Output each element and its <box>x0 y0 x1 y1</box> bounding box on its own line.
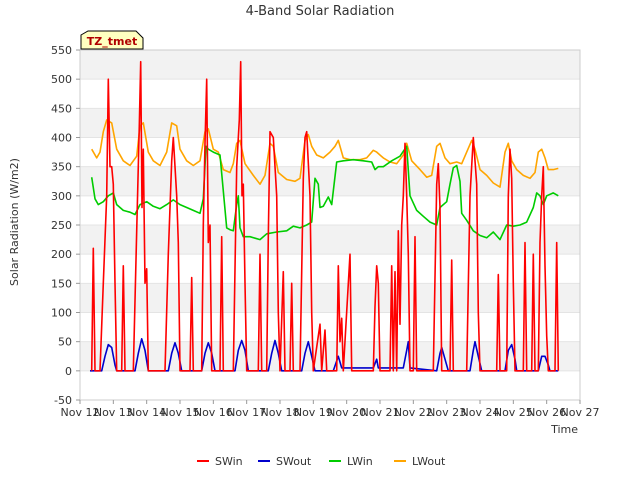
series-line-lwout <box>91 119 559 188</box>
y-tick-label: 400 <box>51 132 72 145</box>
x-axis-label: Time <box>550 423 578 436</box>
badge: TZ_tmet <box>80 30 144 50</box>
x-tick-label: Nov 25 <box>494 406 533 419</box>
x-tick-label: Nov 16 <box>194 406 233 419</box>
x-tick-label: Nov 21 <box>361 406 400 419</box>
y-axis-ticks: -50 0 50 100 150 200 250 300 350 400 450 500 550 <box>51 44 80 407</box>
x-tick-label: Nov 12 <box>61 406 100 419</box>
series-line-swin <box>90 60 560 372</box>
legend-label-swin: SWin <box>215 455 243 468</box>
x-tick-label: Nov 14 <box>127 406 166 419</box>
y-tick-label: 50 <box>58 336 72 349</box>
y-axis-label: Solar Radiation (W/m2) <box>8 158 21 286</box>
chart-title: 4-Band Solar Radiation <box>246 4 395 19</box>
y-tick-label: 550 <box>51 44 72 57</box>
series-layer <box>90 60 560 372</box>
x-tick-label: Nov 20 <box>327 406 366 419</box>
x-tick-label: Nov 26 <box>527 406 566 419</box>
y-tick-label: 350 <box>51 161 72 174</box>
grid-band <box>80 225 580 255</box>
x-tick-label: Nov 13 <box>94 406 133 419</box>
y-tick-label: 0 <box>65 365 72 378</box>
y-tick-label: -50 <box>54 394 72 407</box>
x-tick-label: Nov 17 <box>227 406 266 419</box>
badge-box <box>80 30 144 50</box>
x-tick-label: Nov 27 <box>561 406 600 419</box>
x-tick-label: Nov 19 <box>294 406 333 419</box>
x-tick-label: Nov 15 <box>161 406 200 419</box>
grid-band <box>80 50 580 80</box>
y-tick-label: 100 <box>51 307 72 320</box>
legend-label-swout: SWout <box>276 455 312 468</box>
y-tick-label: 500 <box>51 73 72 86</box>
badge-label: TZ_tmet <box>87 35 137 48</box>
grid-band <box>80 108 580 138</box>
grid-band <box>80 283 580 313</box>
x-tick-label: Nov 23 <box>427 406 466 419</box>
y-tick-label: 150 <box>51 277 72 290</box>
y-tick-label: 300 <box>51 190 72 203</box>
legend: SWin SWout LWin LWout <box>197 455 446 468</box>
legend-label-lwin: LWin <box>347 455 373 468</box>
y-tick-label: 200 <box>51 248 72 261</box>
legend-label-lwout: LWout <box>412 455 446 468</box>
y-tick-label: 450 <box>51 102 72 115</box>
x-tick-label: Nov 24 <box>461 406 500 419</box>
x-tick-label: Nov 22 <box>394 406 433 419</box>
x-tick-label: Nov 18 <box>261 406 300 419</box>
y-tick-label: 250 <box>51 219 72 232</box>
grid-band <box>80 166 580 196</box>
